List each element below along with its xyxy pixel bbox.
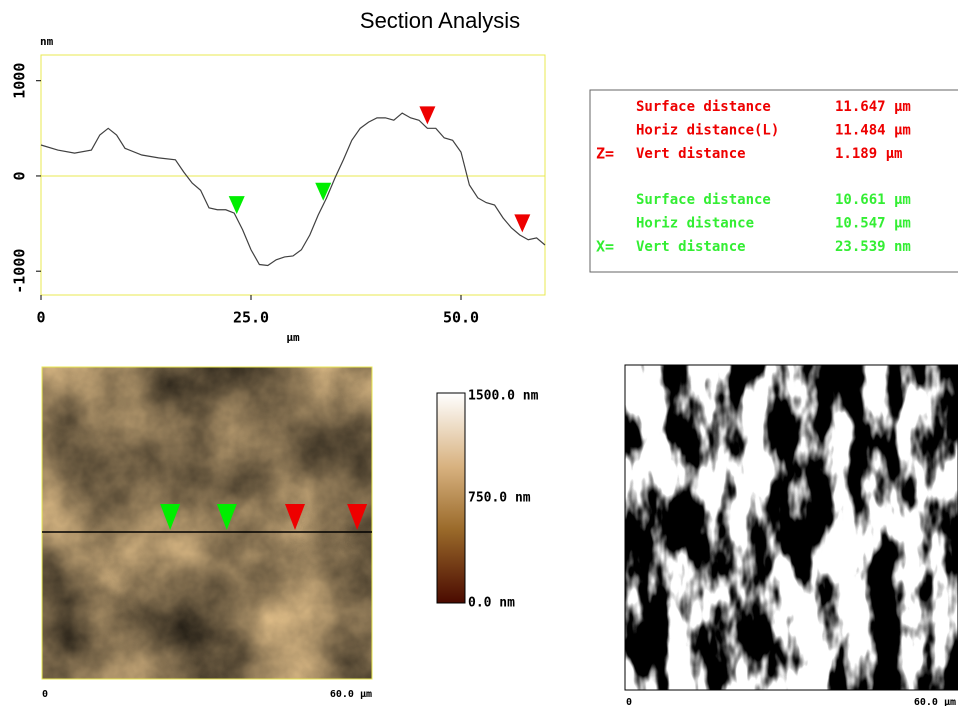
cursor-marker — [419, 106, 436, 125]
image-cursor — [285, 504, 305, 530]
height-image: 0 60.0 µm — [41, 366, 373, 700]
measure-value: 10.661 µm — [835, 192, 911, 208]
x-tick-label: 0 — [36, 309, 45, 327]
cursor-marker — [315, 182, 332, 201]
profile-line — [40, 112, 546, 267]
image-cursor — [347, 504, 368, 530]
title: Section Analysis — [360, 8, 520, 33]
y-unit: nm — [40, 35, 54, 48]
measure-label: Vert distance — [636, 239, 746, 255]
measure-label: Surface distance — [636, 99, 771, 115]
y-tick-label: -1000 — [11, 249, 29, 294]
y-tick-label: 1000 — [11, 63, 29, 99]
colorbar-label: 0.0 nm — [468, 596, 515, 611]
measure-label: Surface distance — [636, 192, 771, 208]
image-x-end: 60.0 µm — [914, 697, 956, 706]
image-cursor — [160, 504, 181, 530]
measurement-box — [589, 89, 958, 273]
x-tick-label: 25.0 — [233, 309, 269, 327]
group-prefix: Z= — [596, 145, 614, 163]
measure-label: Vert distance — [636, 146, 746, 162]
measure-label: Horiz distance(L) — [636, 123, 779, 139]
image-x-start: 0 — [42, 689, 48, 700]
colorbar: 1500.0 nm 750.0 nm 0.0 nm — [436, 389, 539, 611]
measure-label: Horiz distance — [636, 216, 754, 232]
image-x-end: 60.0 µm — [330, 689, 372, 700]
phase-image: 0 60.0 µm — [624, 364, 958, 708]
image-x-start: 0 — [626, 697, 632, 706]
measure-value: 11.484 µm — [835, 123, 911, 139]
group-prefix: X= — [596, 238, 614, 256]
profile-plot: 1000 0 -1000 0 25.0 50.0 — [11, 54, 546, 327]
cursor-marker — [228, 196, 245, 215]
y-tick-label: 0 — [11, 171, 29, 180]
measure-value: 23.539 nm — [835, 239, 911, 255]
measure-value: 10.547 µm — [835, 216, 911, 232]
colorbar-label: 1500.0 nm — [468, 389, 539, 404]
plot-frame — [40, 54, 546, 296]
measure-value: 1.189 µm — [835, 146, 902, 162]
measurements: Z= Surface distance 11.647 µm Horiz distanc… — [596, 99, 911, 256]
x-label: µm — [286, 331, 300, 344]
cursor-marker — [514, 214, 531, 233]
x-tick-label: 50.0 — [443, 309, 479, 327]
measure-value: 11.647 µm — [835, 99, 911, 115]
colorbar-label: 750.0 nm — [468, 491, 531, 506]
image-cursor — [216, 504, 237, 530]
